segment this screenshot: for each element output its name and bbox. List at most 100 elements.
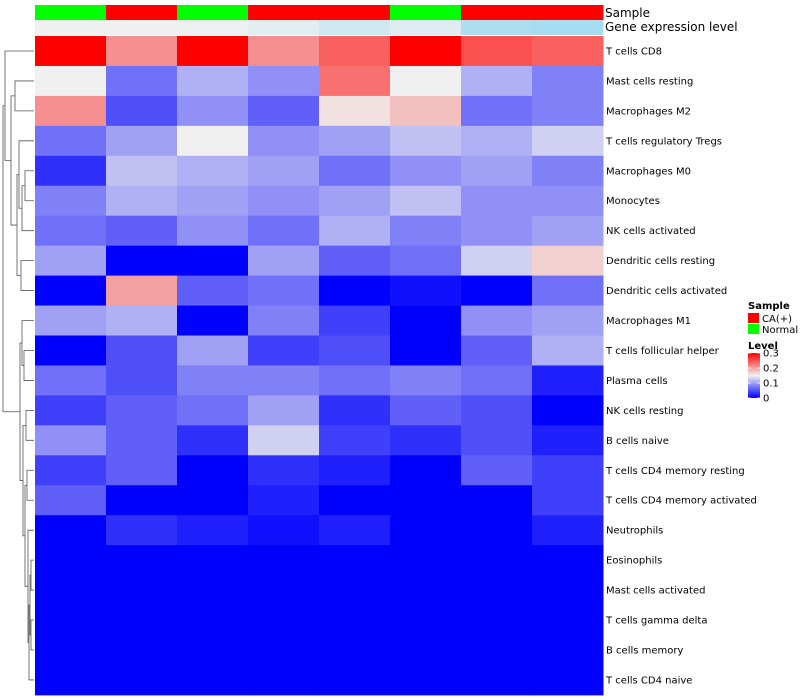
expression-annotation-cell xyxy=(106,20,178,35)
expression-annotation-cell xyxy=(461,20,533,35)
heatmap-cell xyxy=(532,605,604,636)
expression-annotation-cell xyxy=(319,20,391,35)
heatmap-cell xyxy=(390,365,462,396)
heatmap-cell xyxy=(35,335,107,366)
heatmap-cell xyxy=(106,425,178,456)
heatmap-cell xyxy=(319,635,391,666)
heatmap-cell xyxy=(319,185,391,217)
heatmap-cell xyxy=(390,545,462,576)
legend-tick-label: 0.1 xyxy=(763,379,779,390)
heatmap-cell xyxy=(35,365,107,396)
heatmap-cells xyxy=(35,36,604,696)
heatmap-cell xyxy=(177,515,249,546)
expression-annotation-cell xyxy=(532,20,604,35)
heatmap-cell xyxy=(319,245,391,277)
row-label: Plasma cells xyxy=(606,376,668,387)
heatmap-cell xyxy=(35,155,107,187)
heatmap-cell xyxy=(461,275,533,307)
legend-tick-label: 0.2 xyxy=(763,364,779,375)
heatmap-cell xyxy=(35,455,107,486)
heatmap-cell xyxy=(532,36,604,67)
expression-annotation-cell xyxy=(35,20,107,35)
heatmap-cell xyxy=(177,545,249,576)
heatmap-cell xyxy=(319,664,391,696)
heatmap-cell xyxy=(35,575,107,606)
heatmap-cell xyxy=(177,245,249,277)
heatmap-cell xyxy=(461,36,533,67)
heatmap-cell xyxy=(248,395,320,426)
heatmap-cell xyxy=(35,125,107,157)
row-label: Mast cells resting xyxy=(606,76,693,87)
heatmap-cell xyxy=(532,275,604,307)
heatmap-cell xyxy=(532,365,604,396)
legend-level-title: Level xyxy=(748,341,778,352)
heatmap-cell xyxy=(106,545,178,576)
heatmap-cell xyxy=(461,65,533,97)
heatmap-cell xyxy=(390,455,462,486)
heatmap-cell xyxy=(35,36,107,67)
dendrogram-branch xyxy=(30,619,34,651)
heatmap-cell xyxy=(532,575,604,606)
heatmap-cell xyxy=(248,575,320,606)
heatmap-cell xyxy=(461,485,533,516)
heatmap-cell xyxy=(390,215,462,247)
heatmap-cell xyxy=(35,65,107,97)
heatmap-cell xyxy=(461,125,533,157)
heatmap-cell xyxy=(248,125,320,157)
heatmap-cell xyxy=(248,305,320,336)
dendrogram-branch xyxy=(18,140,34,209)
legend-label-ca: CA(+) xyxy=(762,314,792,325)
heatmap-cell xyxy=(319,275,391,307)
heatmap-cell xyxy=(461,605,533,636)
heatmap-cell xyxy=(319,155,391,187)
heatmap-cell xyxy=(319,95,391,127)
row-label: Dendritic cells activated xyxy=(606,286,727,297)
heatmap-cell xyxy=(35,245,107,277)
heatmap-cell xyxy=(461,215,533,247)
row-label: NK cells resting xyxy=(606,406,683,417)
sample-annotation-cell xyxy=(35,5,107,20)
expression-annotation-cell xyxy=(390,20,462,35)
heatmap-cell xyxy=(177,155,249,187)
sample-annotation-cell xyxy=(248,5,320,20)
heatmap-cell xyxy=(532,305,604,336)
heatmap-cell xyxy=(35,635,107,666)
row-label: Monocytes xyxy=(606,196,660,207)
heatmap-cell xyxy=(106,605,178,636)
heatmap-cell xyxy=(177,185,249,217)
heatmap-cell xyxy=(319,215,391,247)
legend-swatch-ca xyxy=(748,313,759,323)
heatmap-cell xyxy=(390,245,462,277)
heatmap-cell xyxy=(106,185,178,217)
heatmap-cell xyxy=(248,515,320,546)
legend-color-bar xyxy=(748,353,760,398)
dendrogram-branch xyxy=(30,559,34,591)
heatmap-cell xyxy=(177,95,249,127)
row-label: Mast cells activated xyxy=(606,586,705,597)
heatmap-cell xyxy=(106,95,178,127)
heatmap-cell xyxy=(319,575,391,606)
expression-annotation-cell xyxy=(177,20,249,35)
row-label: Dendritic cells resting xyxy=(606,256,715,267)
legend-level-ticks: 0.3 0.2 0.1 0 xyxy=(748,349,779,405)
heatmap-cell xyxy=(390,275,462,307)
row-label: B cells memory xyxy=(606,645,683,656)
dendrogram-branch xyxy=(19,342,23,481)
heatmap-cell xyxy=(106,65,178,97)
row-label: T cells regulatory Tregs xyxy=(605,136,722,147)
heatmap-cell xyxy=(532,635,604,666)
heatmap-cell xyxy=(35,664,107,696)
heatmap-cell xyxy=(106,245,178,277)
heatmap-cell xyxy=(390,305,462,336)
heatmap-cell xyxy=(319,485,391,516)
heatmap-cell xyxy=(35,425,107,456)
row-label: T cells CD4 memory resting xyxy=(605,466,745,477)
legend-sample-title: Sample xyxy=(748,301,790,312)
heatmap-cell xyxy=(248,545,320,576)
expression-annotation-bar xyxy=(35,20,604,35)
heatmap-cell xyxy=(461,425,533,456)
heatmap-cell xyxy=(319,455,391,486)
heatmap-cell xyxy=(319,545,391,576)
heatmap-cell xyxy=(177,605,249,636)
